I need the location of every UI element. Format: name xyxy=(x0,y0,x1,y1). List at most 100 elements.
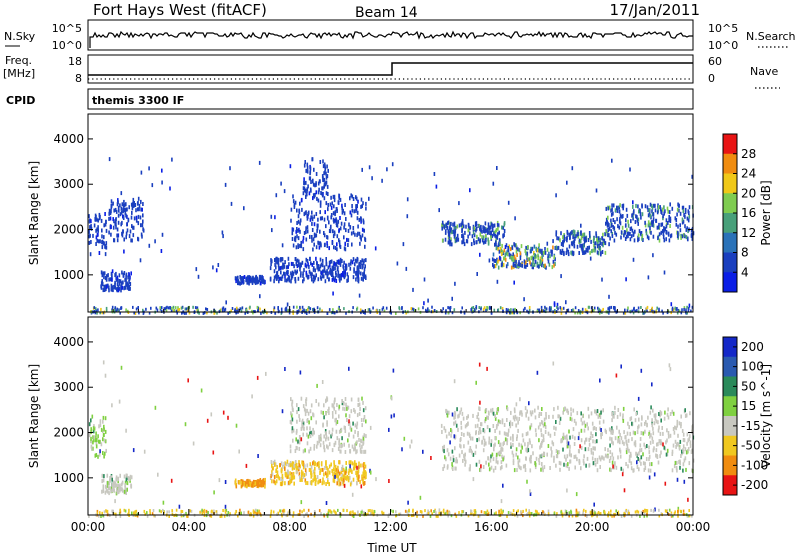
echo-cell xyxy=(340,272,343,277)
echo-cell xyxy=(497,407,499,411)
echo-cell xyxy=(337,465,339,470)
echo-cell xyxy=(112,201,114,206)
echo-cell xyxy=(322,269,324,274)
echo-cell xyxy=(215,510,218,514)
echo-cell xyxy=(653,421,656,426)
echo-cell xyxy=(113,488,115,493)
echo-cell xyxy=(541,466,544,471)
echo-cell xyxy=(309,234,311,239)
echo-cell xyxy=(92,440,94,445)
echo-cell xyxy=(94,217,97,222)
echo-cell xyxy=(287,470,289,475)
echo-cell xyxy=(239,508,241,512)
echo-cell xyxy=(142,213,144,218)
echo-cell xyxy=(486,306,488,309)
echo-cell xyxy=(262,480,265,485)
echo-cell xyxy=(462,458,464,463)
echo-cell xyxy=(557,450,559,455)
echo-cell xyxy=(449,440,451,445)
echo-cell xyxy=(640,215,642,220)
echo-cell xyxy=(511,245,514,250)
echo-cell xyxy=(512,509,515,513)
echo-cell xyxy=(537,405,539,410)
echo-cell xyxy=(340,276,342,281)
echo-cell xyxy=(672,427,675,431)
echo-cell xyxy=(606,220,608,225)
echo-cell xyxy=(291,426,294,431)
echo-cell xyxy=(334,410,337,415)
echo-cell xyxy=(349,449,351,454)
echo-cell xyxy=(601,432,603,436)
echo-cell xyxy=(273,459,276,464)
echo-cell xyxy=(103,271,106,276)
echo-cell xyxy=(517,509,519,513)
echo-cell xyxy=(356,449,358,454)
echo-cell xyxy=(310,261,312,266)
echo-cell xyxy=(673,464,676,469)
echo-cell xyxy=(468,448,471,453)
echo-cell xyxy=(580,245,583,250)
echo-cell xyxy=(537,425,540,430)
echo-cell xyxy=(96,311,98,315)
echo-cell xyxy=(422,514,424,518)
echo-cell xyxy=(331,277,334,282)
echo-cell xyxy=(120,222,122,227)
echo-cell xyxy=(398,307,401,311)
echo-cell xyxy=(105,448,107,453)
echo-cell xyxy=(316,226,319,231)
echo-cell xyxy=(479,430,482,435)
echo-cell xyxy=(472,309,474,313)
echo-cell xyxy=(543,309,546,313)
echo-cell xyxy=(589,436,592,441)
echo-cell xyxy=(527,257,530,262)
echo-cell xyxy=(124,480,127,485)
echo-cell xyxy=(614,208,617,213)
echo-cell xyxy=(302,235,305,240)
echo-cell xyxy=(312,460,315,465)
echo-cell xyxy=(331,469,333,473)
echo-cell xyxy=(686,514,689,518)
echo-cell xyxy=(327,509,330,513)
echo-cell xyxy=(294,200,297,205)
echo-cell xyxy=(555,245,558,250)
echo-cell xyxy=(605,229,607,234)
echo-cell xyxy=(305,226,307,231)
echo-cell xyxy=(294,460,297,464)
echo-cell xyxy=(320,437,322,442)
echo-cell xyxy=(561,248,564,253)
echo-cell xyxy=(634,309,637,313)
echo-cell xyxy=(583,250,586,255)
echo-cell xyxy=(611,418,613,423)
echo-cell xyxy=(317,217,319,222)
echo-cell xyxy=(395,510,397,514)
echo-cell xyxy=(286,459,289,464)
echo-cell xyxy=(552,239,554,244)
echo-cell xyxy=(540,432,543,437)
echo-cell xyxy=(273,306,276,310)
echo-cell xyxy=(639,212,642,216)
echo-cell xyxy=(532,260,534,264)
echo-cell xyxy=(88,240,91,245)
echo-cell xyxy=(454,226,456,231)
echo-cell xyxy=(619,440,621,445)
echo-cell xyxy=(350,259,352,264)
echo-cell xyxy=(604,447,606,452)
echo-cell xyxy=(474,509,477,513)
echo-cell xyxy=(631,228,634,233)
echo-cell xyxy=(345,469,348,474)
echo-cell xyxy=(539,262,542,267)
echo-cell xyxy=(493,308,496,312)
echo-cell xyxy=(677,506,680,511)
echo-cell xyxy=(676,234,679,239)
echo-cell xyxy=(363,417,365,422)
echo-cell xyxy=(89,252,92,257)
echo-cell xyxy=(192,441,195,446)
echo-cell xyxy=(340,221,343,226)
echo-cell xyxy=(107,273,109,278)
echo-cell xyxy=(540,443,542,448)
echo-cell xyxy=(124,208,126,213)
echo-cell xyxy=(434,509,436,513)
echo-cell xyxy=(685,227,688,232)
echo-cell xyxy=(453,229,455,234)
echo-cell xyxy=(333,400,336,405)
